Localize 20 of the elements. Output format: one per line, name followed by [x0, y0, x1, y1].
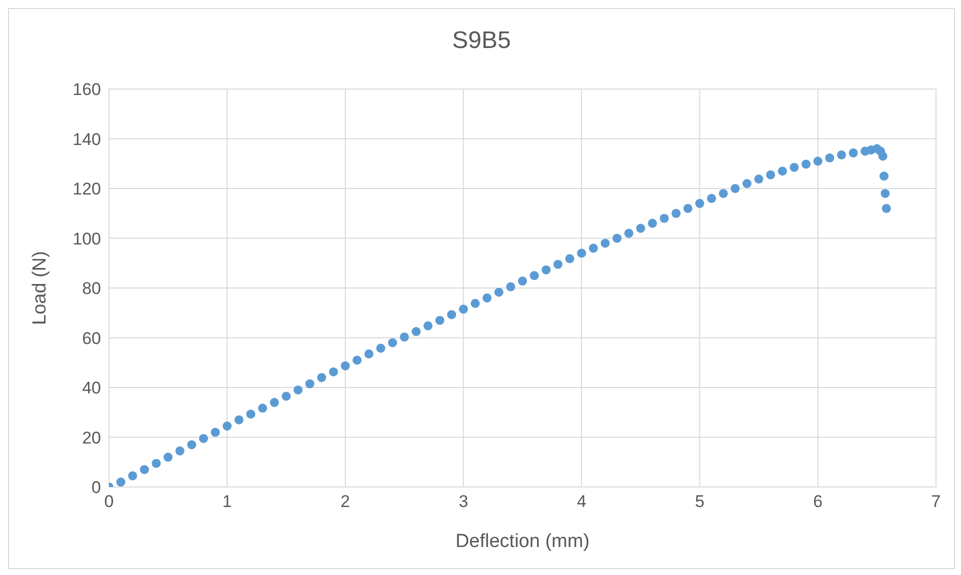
x-tick-label: 3 — [458, 492, 468, 512]
x-tick-label: 6 — [813, 492, 823, 512]
y-axis-title: Load (N) — [30, 251, 51, 325]
y-tick-label: 80 — [82, 279, 101, 298]
y-tick-label: 0 — [92, 478, 101, 498]
y-tick-label: 120 — [72, 180, 101, 199]
y-tick-label: 60 — [82, 328, 101, 348]
x-tick-label: 4 — [576, 492, 586, 512]
chart-title: S9B5 — [451, 26, 512, 56]
y-tick-label: 20 — [82, 428, 101, 448]
y-tick-label: 160 — [72, 80, 101, 100]
x-tick-label: 7 — [931, 492, 941, 512]
y-tick-label: 140 — [72, 130, 101, 149]
x-axis-title: Deflection (mm) — [455, 531, 590, 552]
y-tick-label: 40 — [82, 378, 101, 398]
x-tick-label: 2 — [340, 492, 350, 512]
x-tick-label: 1 — [222, 492, 232, 512]
x-tick-label: 0 — [104, 492, 114, 512]
y-tick-label: 100 — [72, 229, 101, 248]
x-tick-label: 5 — [694, 492, 704, 512]
